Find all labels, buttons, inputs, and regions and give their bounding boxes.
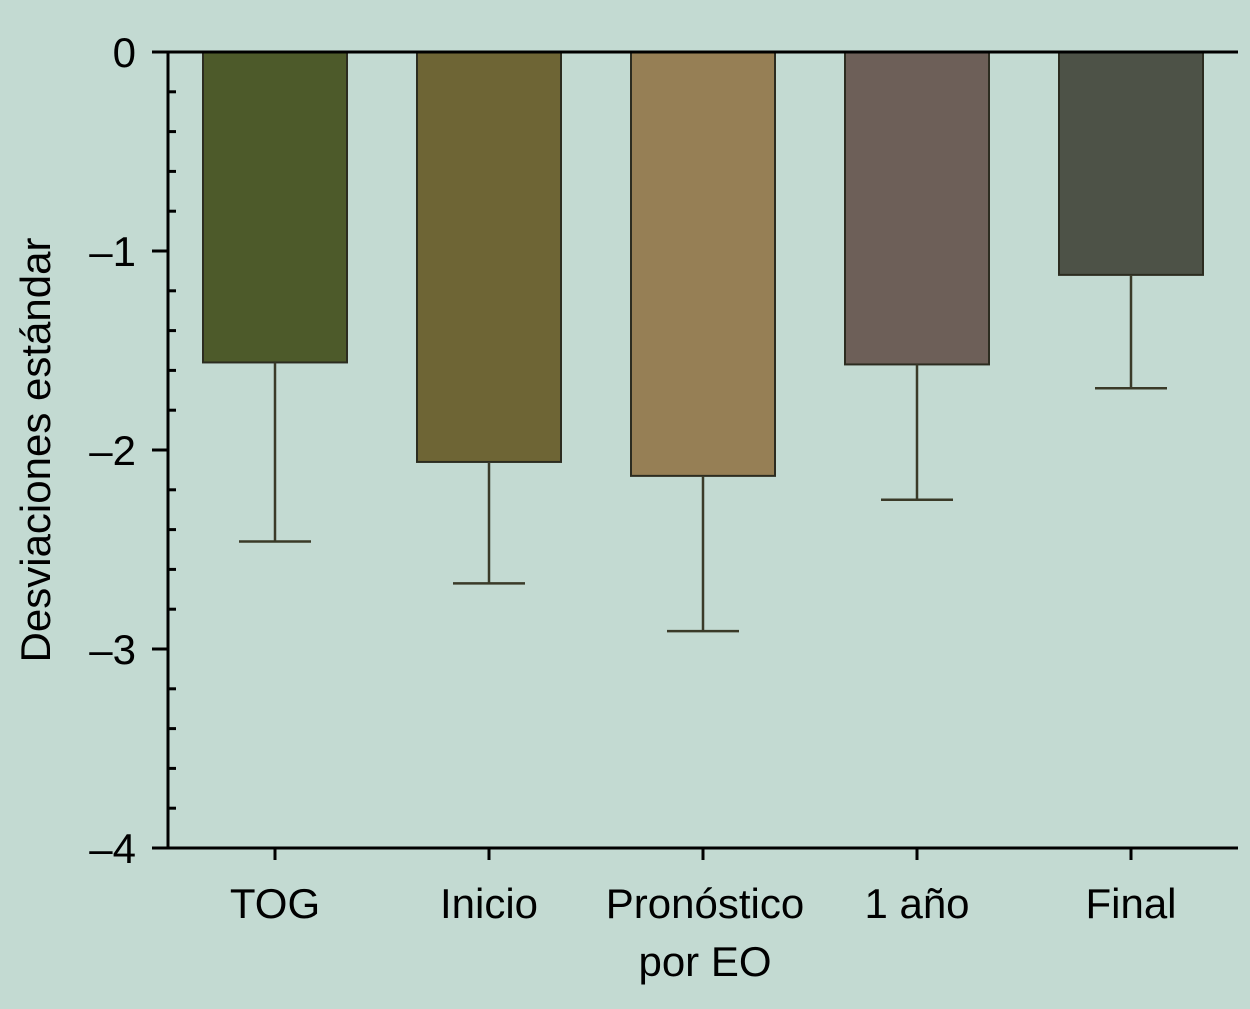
x-tick-label: TOG [230,880,320,927]
y-tick-label: –3 [89,626,136,673]
x-tick-label: Pronóstico [606,880,804,927]
axes-group [152,50,1238,860]
bar [1058,51,1204,276]
bar [630,51,776,477]
error-bars-group [239,274,1167,633]
bar [202,51,348,364]
x-tick-label: por EO [638,938,771,985]
y-axis-title: Desviaciones estándar [12,238,59,663]
x-tick-label: Inicio [440,880,538,927]
y-tick-label: –1 [89,228,136,275]
x-tick-label: 1 año [864,880,969,927]
bar [844,51,990,366]
y-tick-label: –4 [89,825,136,872]
y-tick-label: –2 [89,427,136,474]
bars-group [202,51,1204,477]
x-tick-label: Final [1085,880,1176,927]
y-tick-label: 0 [113,29,136,76]
bar [416,51,562,463]
y-tick-labels: 0 –1 –2 –3 –4 [89,29,136,872]
x-tick-labels: TOG Inicio Pronóstico por EO 1 año Final [230,880,1177,985]
